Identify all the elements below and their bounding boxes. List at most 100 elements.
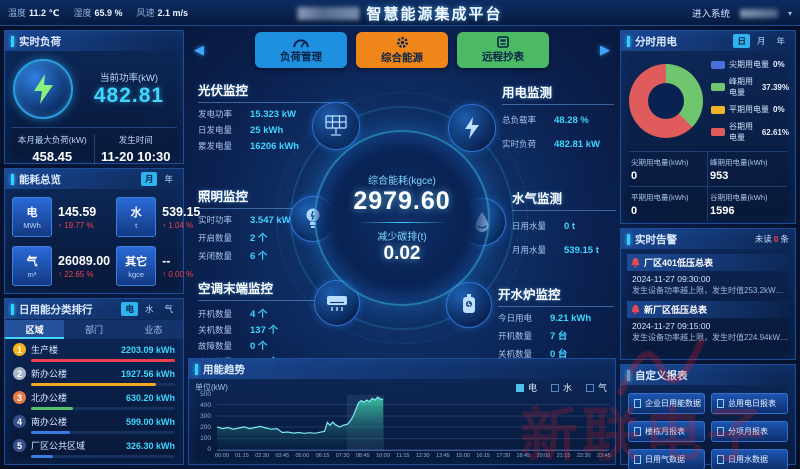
tab-day[interactable]: 日 xyxy=(733,34,750,48)
gear-icon xyxy=(396,36,408,48)
nav-button-remote-meter-reading[interactable]: 远程抄表 xyxy=(457,32,549,68)
solar-panel-icon xyxy=(312,102,360,150)
legend-swatch xyxy=(711,128,725,136)
stat-flat: 平期用电量(kWh) 0 xyxy=(629,186,708,221)
rank-row[interactable]: 2 新办公楼 1927.56 kWh xyxy=(5,363,183,386)
tab-water[interactable]: 水 xyxy=(144,304,154,314)
panel-title-energy-overview: 能耗总览 月 年 xyxy=(5,169,183,189)
up-arrow-icon: ↑ xyxy=(58,220,62,230)
report-button-item-monthly[interactable]: 分项月报表 xyxy=(711,421,788,442)
panel-title-custom-reports: 自定义报表 xyxy=(621,365,795,385)
app-title-group: 智慧能源集成平台 xyxy=(297,0,502,26)
chevron-down-icon[interactable]: ▾ xyxy=(787,8,792,18)
tab-year[interactable]: 年 xyxy=(776,36,785,46)
checkbox-icon[interactable] xyxy=(550,383,559,392)
report-button-daily-energy[interactable]: 企业日用能数据 xyxy=(628,393,705,414)
document-icon xyxy=(634,427,641,436)
tab-area[interactable]: 区域 xyxy=(5,320,65,339)
lightning-icon xyxy=(34,74,53,104)
wind-label: 风速 xyxy=(136,8,155,18)
water-gas-monitor-block: 水气监测 日用水量 0 t 月用水量 539.15 t xyxy=(512,188,616,256)
occur-time-value: 11-20 10:30 xyxy=(101,149,171,164)
current-power-value: 482.81 xyxy=(93,84,165,107)
nav-button-integrated-energy[interactable]: 综合能源 xyxy=(356,32,448,68)
humidity-value: 65.9 % xyxy=(94,8,123,18)
weather-bar: 温度 11.2 ℃ 湿度 65.9 % 风速 2.1 m/s xyxy=(8,6,188,19)
boiler-monitor-block: 开水炉监控 今日用电 9.21 kWh 开机数量 7 台 关机数量 0 台 xyxy=(498,284,614,360)
tab-electricity[interactable]: 电 xyxy=(121,302,138,316)
humidity-label: 湿度 xyxy=(73,8,92,18)
rank-row[interactable]: 5 厂区公共区域 326.30 kWh xyxy=(5,435,183,458)
panel-daily-ranking: 日用能分类排行 电 水 气 区域 部门 业态 1 生产楼 2203.09 kWh 2… xyxy=(4,298,184,465)
ac-monitor-title: 空调末端监控 xyxy=(198,278,348,301)
rank-row[interactable]: 4 南办公楼 599.00 kWh xyxy=(5,411,183,434)
rank-row[interactable]: 3 北办公楼 630.20 kWh xyxy=(5,387,183,410)
energy-tile-other: 其它 kgce -- ↑ 0.00 % xyxy=(116,246,200,286)
report-button-daily-gas[interactable]: 日用气数据 xyxy=(628,449,705,469)
document-icon xyxy=(634,399,641,408)
trend-legend: 电水气 xyxy=(515,381,607,394)
report-button-daily-electricity[interactable]: 总用电日报表 xyxy=(711,393,788,414)
total-energy-label: 综合能耗(kgce) xyxy=(368,175,436,187)
legend-valley: 谷期用电量 62.61% xyxy=(711,121,789,143)
tab-gas[interactable]: 气 xyxy=(164,304,173,314)
app-title: 智慧能源集成平台 xyxy=(366,5,503,23)
pv-monitor-title: 光伏监控 xyxy=(198,80,348,103)
checkbox-icon[interactable] xyxy=(515,383,524,392)
tab-month[interactable]: 月 xyxy=(140,172,158,186)
power-monitor-title: 用电监测 xyxy=(502,82,614,105)
document-icon xyxy=(717,399,724,408)
x-axis-labels: 00:00 01:15 02:30 03:45 05:00 06:15 07:30 08:45… xyxy=(215,453,611,459)
unread-counter: 未读 0 条 xyxy=(754,234,789,244)
report-button-building-monthly[interactable]: 楼栋月报表 xyxy=(628,421,705,442)
alert-item[interactable]: 厂区401低压总表 2024-11-27 09:30:00 发生设备功率越上限，… xyxy=(627,254,789,296)
panel-custom-reports: 自定义报表 企业日用能数据 总用电日报表 楼栋月报表 分项月报表 日用气数据 日… xyxy=(620,364,796,469)
legend-flat: 平期用电量 0% xyxy=(711,104,789,115)
panel-energy-trend: 用能趋势 单位(kW) 电水气 500 400 300 200 100 0 00:00 01… xyxy=(188,358,616,465)
trend-legend-item[interactable]: 电 xyxy=(515,381,537,394)
rank-bar xyxy=(31,431,70,434)
legend-swatch xyxy=(711,83,725,91)
rank-bar xyxy=(31,383,157,386)
boiler-icon xyxy=(446,282,492,328)
panel-title-realtime-load: 实时负荷 xyxy=(5,31,183,51)
water-gas-monitor-title: 水气监测 xyxy=(512,188,616,211)
stat-peak: 峰期用电量(kWh) 953 xyxy=(710,158,768,182)
checkbox-icon[interactable] xyxy=(585,383,594,392)
enter-system-link[interactable]: 进入系统 xyxy=(691,9,730,20)
document-icon xyxy=(717,427,724,436)
panel-title-energy-trend: 用能趋势 xyxy=(189,359,615,379)
report-button-daily-water[interactable]: 日用水数据 xyxy=(711,449,788,469)
tab-business[interactable]: 业态 xyxy=(144,325,163,335)
lighting-monitor-block: 照明监控 实时功率 3.547 kW 开启数量 2 个 关闭数量 6 个 xyxy=(198,186,348,262)
tab-year[interactable]: 年 xyxy=(164,174,173,184)
trend-legend-item[interactable]: 气 xyxy=(585,381,607,394)
document-icon xyxy=(717,455,724,464)
electricity-bolt-icon xyxy=(448,104,496,152)
max-load-value: 458.45 xyxy=(32,149,73,164)
blurred-username[interactable] xyxy=(739,8,778,18)
trend-legend-item[interactable]: 水 xyxy=(550,381,572,394)
y-axis-unit-label: 单位(kW) xyxy=(195,383,228,392)
tab-department[interactable]: 部门 xyxy=(84,325,103,335)
up-arrow-icon: ↑ xyxy=(162,220,167,230)
tab-month[interactable]: 月 xyxy=(756,36,766,46)
rank-row[interactable]: 1 生产楼 2203.09 kWh xyxy=(5,339,183,362)
carousel-right-arrow[interactable]: ▶ xyxy=(600,42,610,57)
tou-donut-chart xyxy=(629,64,703,138)
nav-button-load-management[interactable]: 负荷管理 xyxy=(255,32,347,68)
header: 温度 11.2 ℃ 湿度 65.9 % 风速 2.1 m/s 智慧能源集成平台 进入系… xyxy=(0,0,800,26)
stat-sharp: 尖期用电量(kWh) 0 xyxy=(629,152,708,186)
gauge-icon xyxy=(293,38,309,48)
alert-item[interactable]: 新厂区低压总表 2024-11-27 09:15:00 发生设备功率越上限，发生… xyxy=(627,301,789,343)
current-power-label: 当前功率(kW) xyxy=(99,73,159,84)
carousel-left-arrow[interactable]: ◀ xyxy=(194,42,204,57)
trend-plot-area xyxy=(216,395,609,451)
lightning-badge-icon xyxy=(13,59,73,119)
panel-realtime-load: 实时负荷 当前功率(kW) 482.81 本月最大负荷(kW) 458.45 发… xyxy=(4,30,184,164)
blurred-logo xyxy=(297,6,360,20)
pv-monitor-block: 光伏监控 发电功率 15.323 kW 日发电量 25 kWh 累发电量 16206 … xyxy=(198,80,348,152)
panel-alerts: 实时告警 未读 0 条 厂区401低压总表 2024-11-27 09:30:00 … xyxy=(620,228,796,360)
